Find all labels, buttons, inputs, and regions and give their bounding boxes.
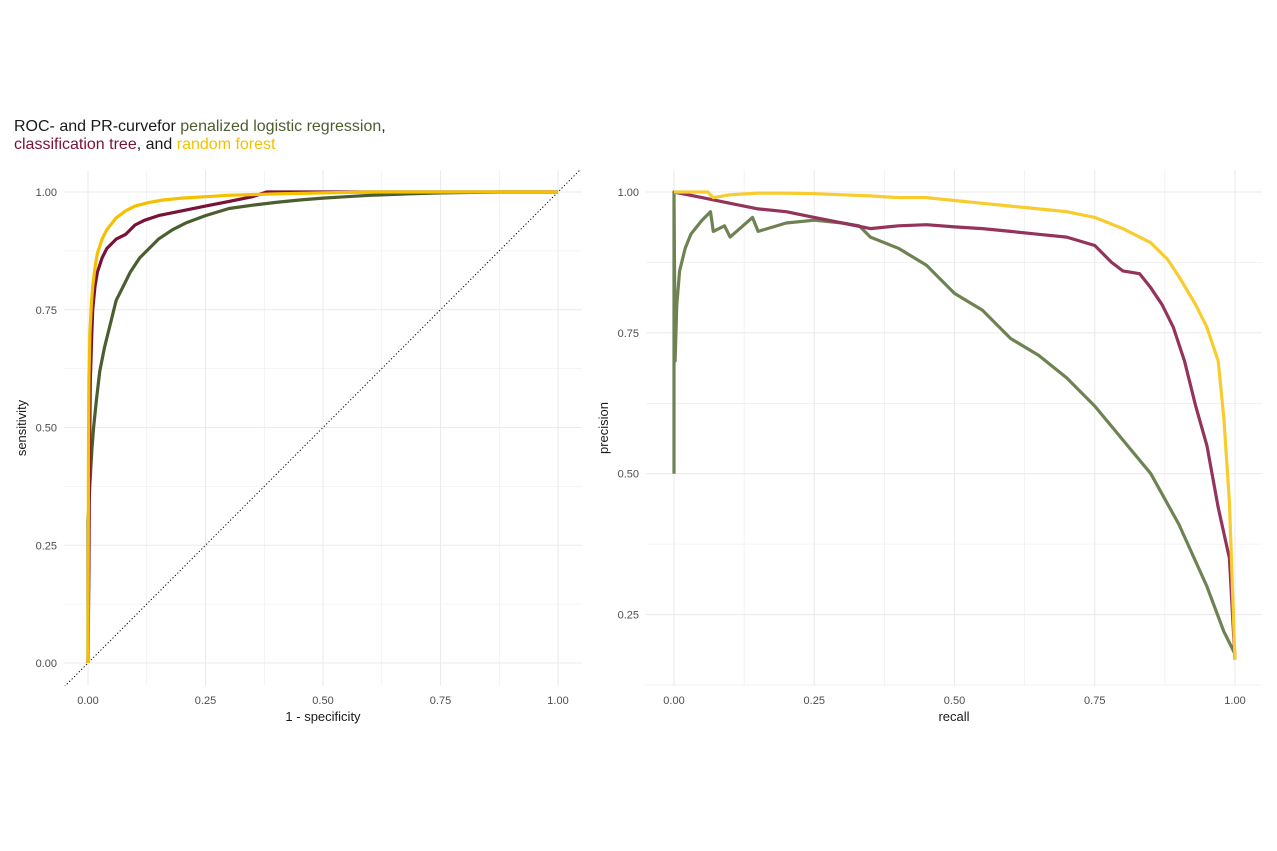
pr-y-tick-label: 0.25: [618, 610, 639, 622]
pr-series-forest_pr: [674, 190, 1237, 660]
pr-series-tree_pr: [673, 190, 1237, 660]
title-line-1: ROC- and PR-curvefor penalized logistic …: [14, 118, 386, 136]
pr-x-tick-label: 0.25: [804, 695, 825, 707]
pr-x-tick-label: 0.50: [944, 695, 965, 707]
pr-y-axis-title: precision: [596, 402, 611, 454]
roc-x-tick-label: 0.00: [77, 695, 98, 707]
pr-y-tick-label: 0.50: [618, 469, 639, 481]
roc-x-tick-label: 0.75: [430, 695, 451, 707]
title-comma-1: ,: [381, 118, 386, 135]
roc-x-axis-title: 1 - specificity: [285, 709, 361, 724]
title-line-2: classification tree, and random forest: [14, 136, 386, 154]
title-for-word: for: [157, 118, 176, 135]
pr-grid: [646, 170, 1262, 686]
roc-y-tick-label: 0.25: [36, 540, 57, 552]
pr-x-tick-label: 0.00: [663, 695, 684, 707]
roc-y-tick-label: 1.00: [36, 187, 57, 199]
pr-x-tick-label: 1.00: [1224, 695, 1245, 707]
title-comma-2: , and: [136, 136, 173, 153]
pr-x-tick-label: 0.75: [1084, 695, 1105, 707]
title-prefix: ROC- and PR-curve: [14, 118, 158, 135]
chart-title: ROC- and PR-curvefor penalized logistic …: [14, 118, 386, 154]
roc-series-forest: [86, 190, 558, 664]
title-model-forest: random forest: [176, 136, 276, 153]
roc-y-tick-label: 0.00: [36, 658, 57, 670]
roc-series-logistic: [86, 190, 558, 663]
roc-y-tick-label: 0.50: [36, 423, 57, 435]
pr-panel: 0.00 0.25 0.50 0.75 1.00 0.25 0.50 0.75 1.00 reca…: [596, 170, 1262, 724]
roc-x-tick-label: 0.50: [312, 695, 333, 707]
roc-panel: 0.00 0.25 0.50 0.75 1.00 0.00 0.25 0.50 0.75 1.00…: [14, 170, 582, 724]
roc-x-tick-label: 1.00: [547, 695, 568, 707]
roc-y-tick-label: 0.75: [36, 305, 57, 317]
roc-y-axis-title: sensitivity: [14, 399, 29, 456]
pr-x-axis-title: recall: [938, 709, 969, 724]
pr-y-tick-label: 0.75: [618, 328, 639, 340]
roc-grid: [64, 170, 582, 686]
pr-y-tick-label: 1.00: [618, 187, 639, 199]
title-model-logistic: penalized logistic regression: [180, 118, 382, 135]
title-model-tree: classification tree: [14, 136, 137, 153]
roc-x-tick-label: 0.25: [195, 695, 216, 707]
